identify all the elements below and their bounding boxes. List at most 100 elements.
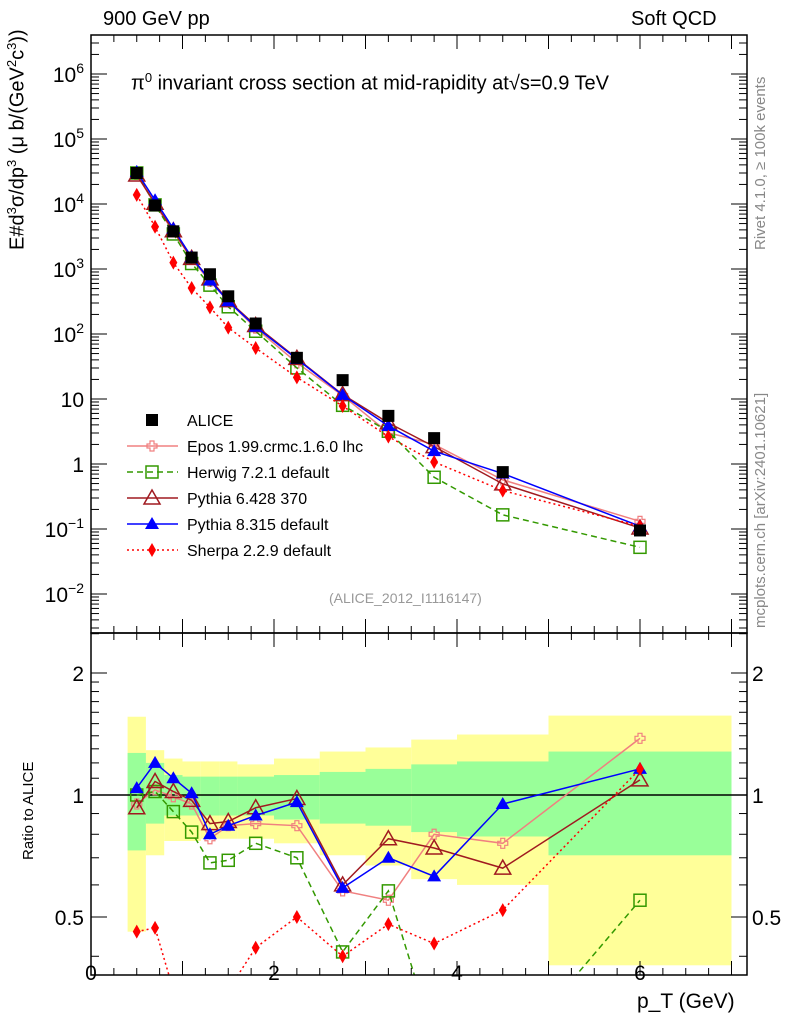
ratio-point-Sherpa bbox=[188, 978, 196, 992]
legend-label-Pythia6: Pythia 6.428 370 bbox=[187, 491, 307, 508]
legend-marker-Sherpa bbox=[148, 543, 156, 557]
ratio-point-Herwig bbox=[633, 893, 647, 907]
ratio-point-Pythia8 bbox=[148, 755, 163, 768]
x-axis-label: p_T (GeV) bbox=[637, 990, 735, 1013]
ratio-y-tick-label: 0.5 bbox=[55, 907, 84, 930]
ratio-point-Epos bbox=[634, 732, 646, 744]
y-tick-label: 102 bbox=[53, 320, 84, 347]
ratio-point-Pythia8 bbox=[129, 781, 144, 794]
data-point-ALICE bbox=[249, 317, 262, 330]
mcplots-label: mcplots.cern.ch [arXiv:2401.10621] bbox=[752, 392, 769, 628]
band-inner bbox=[365, 768, 412, 826]
y-tick-label: 10−1 bbox=[45, 515, 85, 542]
ratio-point-Herwig bbox=[184, 825, 199, 839]
legend-label-ALICE: ALICE bbox=[187, 413, 233, 430]
x-tick-label: 4 bbox=[451, 962, 463, 985]
ratio-point-Sherpa bbox=[151, 920, 160, 935]
data-point-Sherpa bbox=[251, 340, 260, 355]
ratio-point-Epos bbox=[167, 791, 179, 803]
data-point-Sherpa bbox=[169, 255, 178, 270]
ratio-y-tick-label: 0.5 bbox=[752, 907, 781, 930]
header-left: 900 GeV pp bbox=[103, 8, 210, 30]
data-point-ALICE bbox=[185, 251, 198, 264]
legend-marker-ALICE bbox=[146, 414, 158, 426]
data-point-Herwig bbox=[633, 540, 647, 555]
y-tick-label: 103 bbox=[53, 255, 84, 282]
ratio-y-tick-label: 1 bbox=[72, 785, 84, 808]
data-point-Pythia8 bbox=[381, 418, 396, 431]
data-point-Sherpa bbox=[132, 187, 141, 202]
ratio-line-Pythia6 bbox=[136, 779, 641, 887]
legend-marker-Herwig bbox=[145, 465, 159, 479]
ratio-point-Herwig bbox=[148, 784, 162, 799]
data-point-ALICE bbox=[222, 290, 235, 303]
ratio-plot-area bbox=[91, 715, 747, 997]
ratio-point-Pythia6 bbox=[424, 838, 444, 855]
y-tick-label: 104 bbox=[53, 190, 84, 217]
data-point-ALICE bbox=[130, 166, 143, 179]
ratio-point-Sherpa bbox=[251, 940, 260, 955]
ratio-point-Pythia8 bbox=[335, 880, 350, 893]
ratio-point-Sherpa bbox=[292, 910, 301, 924]
ratio-point-Sherpa bbox=[338, 949, 347, 964]
data-point-Herwig bbox=[427, 470, 441, 485]
band-inner bbox=[200, 776, 220, 816]
data-point-ALICE bbox=[167, 225, 180, 238]
ratio-point-Epos bbox=[250, 818, 262, 830]
ratio-point-Sherpa bbox=[169, 983, 177, 997]
data-point-Sherpa bbox=[384, 429, 393, 444]
legend-label-Herwig: Herwig 7.2.1 default bbox=[187, 465, 330, 482]
ratio-point-Pythia8 bbox=[381, 850, 396, 863]
rivet-label: Rivet 4.1.0, ≥ 100k events bbox=[752, 76, 769, 250]
data-point-ALICE bbox=[336, 374, 349, 387]
band-inner bbox=[411, 764, 457, 833]
ratio-point-Sherpa bbox=[224, 983, 232, 997]
ratio-point-Sherpa bbox=[132, 924, 141, 939]
legend-marker-Pythia6 bbox=[142, 488, 162, 505]
data-point-Sherpa bbox=[224, 320, 233, 335]
data-point-ALICE bbox=[496, 466, 509, 479]
ratio-point-Epos bbox=[428, 828, 440, 840]
ratio-point-Herwig bbox=[290, 851, 304, 865]
ratio-point-Pythia8 bbox=[289, 795, 304, 808]
ratio-point-Pythia8 bbox=[248, 808, 263, 821]
ratio-point-Pythia8 bbox=[166, 771, 181, 784]
ratio-point-Pythia6 bbox=[379, 829, 398, 846]
y-tick-label: 106 bbox=[53, 60, 84, 87]
x-tick-label: 2 bbox=[268, 962, 280, 985]
ratio-point-Pythia6 bbox=[145, 771, 165, 789]
header-right: Soft QCD bbox=[631, 8, 717, 30]
ratio-point-Pythia8 bbox=[495, 797, 510, 810]
ratio-y-tick-label: 2 bbox=[72, 663, 84, 686]
data-point-Sherpa bbox=[187, 281, 196, 296]
y-tick-label: 105 bbox=[53, 125, 84, 152]
ratio-point-Sherpa bbox=[430, 936, 439, 951]
ratio-line-Herwig bbox=[136, 790, 641, 975]
data-point-ALICE bbox=[290, 351, 303, 364]
data-point-ALICE bbox=[634, 524, 646, 537]
ratio-point-Sherpa bbox=[384, 917, 393, 932]
ratio-point-Herwig bbox=[166, 804, 181, 819]
ratio-y-label: Ratio to ALICE bbox=[20, 761, 37, 860]
plot-title: π0 invariant cross section at mid-rapidi… bbox=[131, 70, 609, 95]
data-point-Pythia8 bbox=[427, 444, 442, 457]
data-point-Sherpa bbox=[338, 399, 347, 414]
legend-marker-Epos bbox=[146, 440, 158, 452]
legend-marker-Pythia8 bbox=[145, 517, 159, 529]
band-inner bbox=[319, 771, 366, 824]
y-tick-label: 1 bbox=[72, 454, 84, 477]
ratio-point-Pythia8 bbox=[427, 869, 442, 882]
ratio-point-Herwig bbox=[203, 856, 217, 870]
ratio-point-Herwig bbox=[221, 853, 235, 868]
data-point-Sherpa bbox=[151, 219, 160, 234]
legend-label-Sherpa: Sherpa 2.2.9 default bbox=[187, 543, 332, 560]
main-plot-area bbox=[127, 164, 650, 555]
band-inner bbox=[145, 762, 165, 824]
ratio-point-Pythia6 bbox=[127, 798, 147, 815]
band-inner bbox=[219, 776, 238, 816]
data-point-Sherpa bbox=[205, 300, 214, 315]
ratio-point-Pythia6 bbox=[182, 790, 201, 808]
ratio-point-Pythia8 bbox=[184, 786, 199, 799]
ratio-point-Herwig bbox=[248, 836, 263, 851]
ratio-point-Pythia6 bbox=[493, 858, 513, 875]
